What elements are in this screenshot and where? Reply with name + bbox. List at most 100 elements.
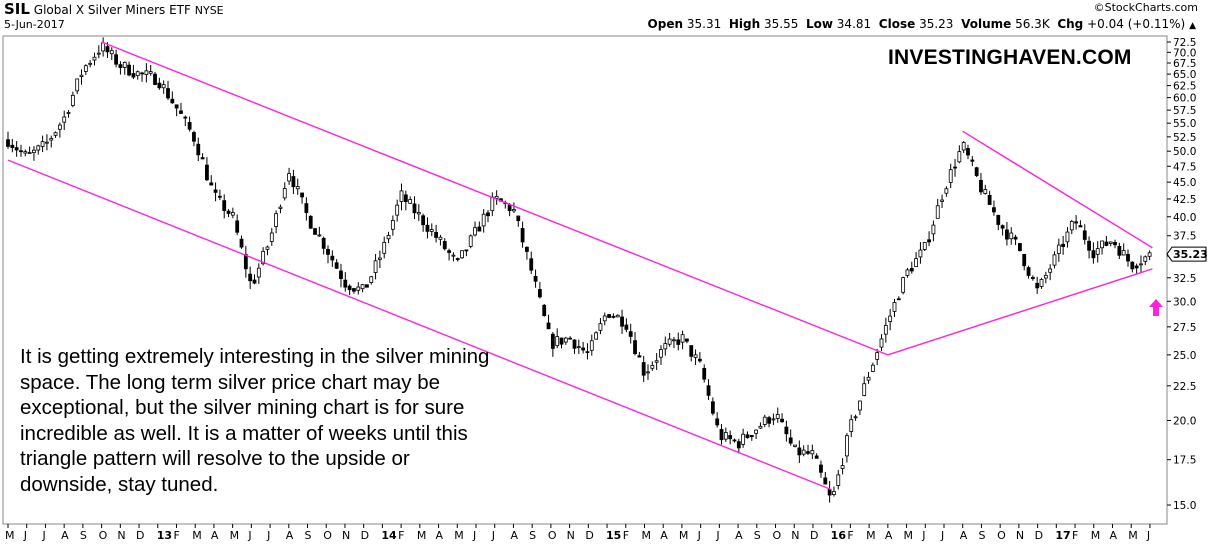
y-tick-label: 57.5 [1173, 105, 1196, 117]
price-bar [365, 284, 369, 288]
price-bar [611, 313, 616, 319]
price-bar [1108, 241, 1113, 247]
price-bar [736, 438, 741, 454]
price-bar [490, 192, 495, 216]
x-tick-label: M [1128, 529, 1138, 542]
price-bar [45, 134, 49, 151]
price-bar [1100, 240, 1104, 255]
y-tick-label: 47.5 [1173, 161, 1196, 173]
price-bar [689, 345, 694, 362]
price-bar [386, 231, 391, 244]
x-tick-label: M [641, 529, 651, 542]
price-bar [1074, 215, 1079, 230]
y-tick-label: 65.0 [1173, 69, 1196, 81]
price-bar [935, 198, 940, 219]
x-tick-label: F [173, 529, 179, 542]
price-bar [784, 420, 789, 442]
x-tick-label: A [286, 529, 294, 542]
price-bar [179, 102, 183, 114]
y-tick-label: 50.0 [1173, 146, 1196, 158]
price-bar [101, 37, 106, 57]
price-bar [715, 412, 720, 428]
price-bar [801, 445, 806, 457]
x-tick-label: N [567, 529, 575, 542]
price-bar [641, 355, 646, 382]
price-bar [663, 336, 668, 356]
x-tick-label: S [80, 529, 87, 542]
price-bar [19, 144, 23, 157]
x-tick-label: J [697, 529, 701, 542]
price-bar [940, 194, 944, 209]
price-bar [425, 217, 430, 239]
open-label: Open [647, 17, 684, 31]
price-bar [672, 336, 676, 349]
price-bar [576, 339, 581, 354]
annotation-text: It is getting extremely interesting in t… [20, 345, 490, 496]
y-tick-label: 45.0 [1173, 177, 1196, 189]
price-bar [624, 318, 629, 333]
price-bar [758, 422, 763, 429]
price-bar [157, 77, 162, 90]
price-bar [412, 196, 417, 220]
price-bar [447, 248, 451, 261]
price-bar [966, 144, 970, 160]
ticker-symbol: SIL [4, 0, 30, 18]
price-bar [992, 200, 996, 216]
price-bar [96, 45, 101, 59]
price-bar [633, 332, 637, 356]
price-bar [771, 413, 776, 426]
price-bar [979, 173, 983, 195]
price-bar [196, 137, 201, 162]
price-bar [706, 379, 711, 400]
y-tick-label: 60.0 [1173, 93, 1196, 105]
y-tick-label: 55.0 [1173, 118, 1196, 130]
x-tick-label: 13 [157, 529, 172, 542]
price-bar [918, 242, 923, 264]
price-bar [434, 224, 439, 243]
price-bar [1056, 238, 1061, 262]
price-bar [953, 158, 957, 177]
price-bar [797, 440, 802, 463]
price-bar [529, 251, 534, 274]
arrow-up-icon [1149, 299, 1163, 316]
price-bar [1113, 239, 1117, 249]
price-bar [382, 236, 387, 259]
low-value: 34.81 [836, 17, 872, 31]
x-tick-label: A [735, 529, 743, 542]
price-bar [767, 415, 771, 428]
price-bar [749, 434, 754, 441]
price-bar [542, 303, 547, 317]
price-bar [892, 298, 897, 317]
price-bar [1026, 265, 1031, 279]
plot-frame [2, 35, 1168, 525]
price-bar [1082, 224, 1087, 245]
price-bar [369, 275, 374, 285]
price-bar [326, 245, 330, 264]
price-bar [857, 400, 862, 416]
price-bar [252, 274, 257, 285]
price-bar [274, 210, 279, 234]
price-bar [1035, 276, 1040, 294]
price-bar [291, 169, 296, 195]
price-bar [352, 287, 356, 294]
price-bar [1121, 243, 1126, 256]
price-bar [793, 444, 797, 448]
price-bar [403, 190, 408, 211]
x-tick-label: M [5, 529, 15, 542]
x-tick-label: F [1072, 529, 1078, 542]
price-bar [321, 236, 326, 255]
price-bar [585, 343, 590, 360]
price-bar [866, 371, 871, 384]
price-bar [408, 196, 413, 205]
price-bar [170, 91, 175, 104]
price-bar [1005, 222, 1009, 246]
x-tick-label: O [99, 529, 108, 542]
x-tick-label: D [585, 529, 593, 542]
security-name: Global X Silver Miners ETF [33, 3, 191, 17]
price-bar [1134, 263, 1139, 274]
price-bar [481, 209, 486, 233]
price-bar [317, 226, 322, 237]
x-tick-label: J [472, 529, 476, 542]
triangle-upper-line [962, 130, 1153, 249]
x-tick-label: J [266, 529, 270, 542]
